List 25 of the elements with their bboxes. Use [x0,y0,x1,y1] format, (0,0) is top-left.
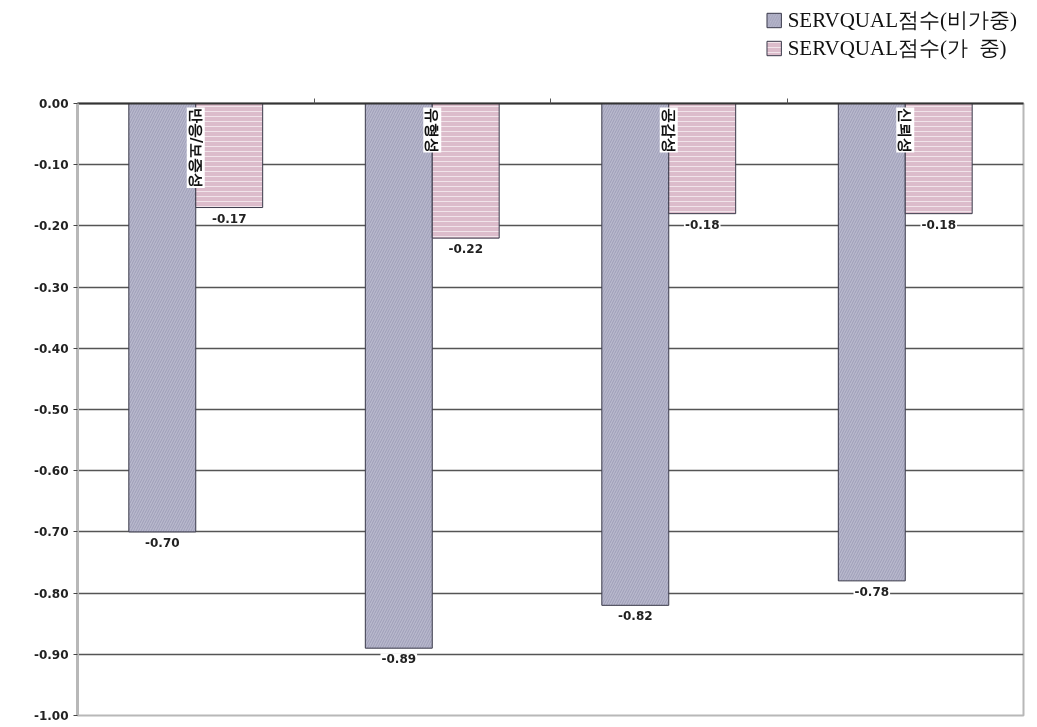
y-tick-label: -0.70 [33,525,69,540]
x-tick-label: 신뢰성 [896,107,915,153]
data-label: -0.18 [684,217,720,232]
y-tick-label: 0.00 [38,97,69,111]
legend-label: SERVQUAL점수(가 중) [787,35,1007,62]
x-tick-label: 반응/보증성 [186,107,205,188]
y-tick-label: -0.10 [33,158,69,173]
data-label: -0.17 [211,211,247,226]
y-tick-label: -0.50 [33,403,69,417]
data-label: -0.78 [854,584,890,599]
y-tick-label: -0.40 [33,341,69,356]
x-tick-label: 유형성 [423,107,442,153]
y-tick-label: -0.60 [33,464,69,479]
data-label: -0.82 [617,609,653,624]
x-tick-label: 공감성 [659,107,678,153]
y-tick-label: -0.20 [33,219,69,234]
data-label: -0.89 [381,652,417,667]
data-label: -0.22 [448,242,484,257]
y-tick-label: -0.30 [33,280,69,295]
data-label: -0.18 [921,217,957,232]
y-tick-label: -1.00 [33,709,69,723]
legend-label: SERVQUAL점수(비가중) [787,7,1017,34]
y-tick-label: -0.90 [33,647,69,662]
data-label: -0.70 [144,535,180,550]
y-tick-label: -0.80 [33,586,69,601]
